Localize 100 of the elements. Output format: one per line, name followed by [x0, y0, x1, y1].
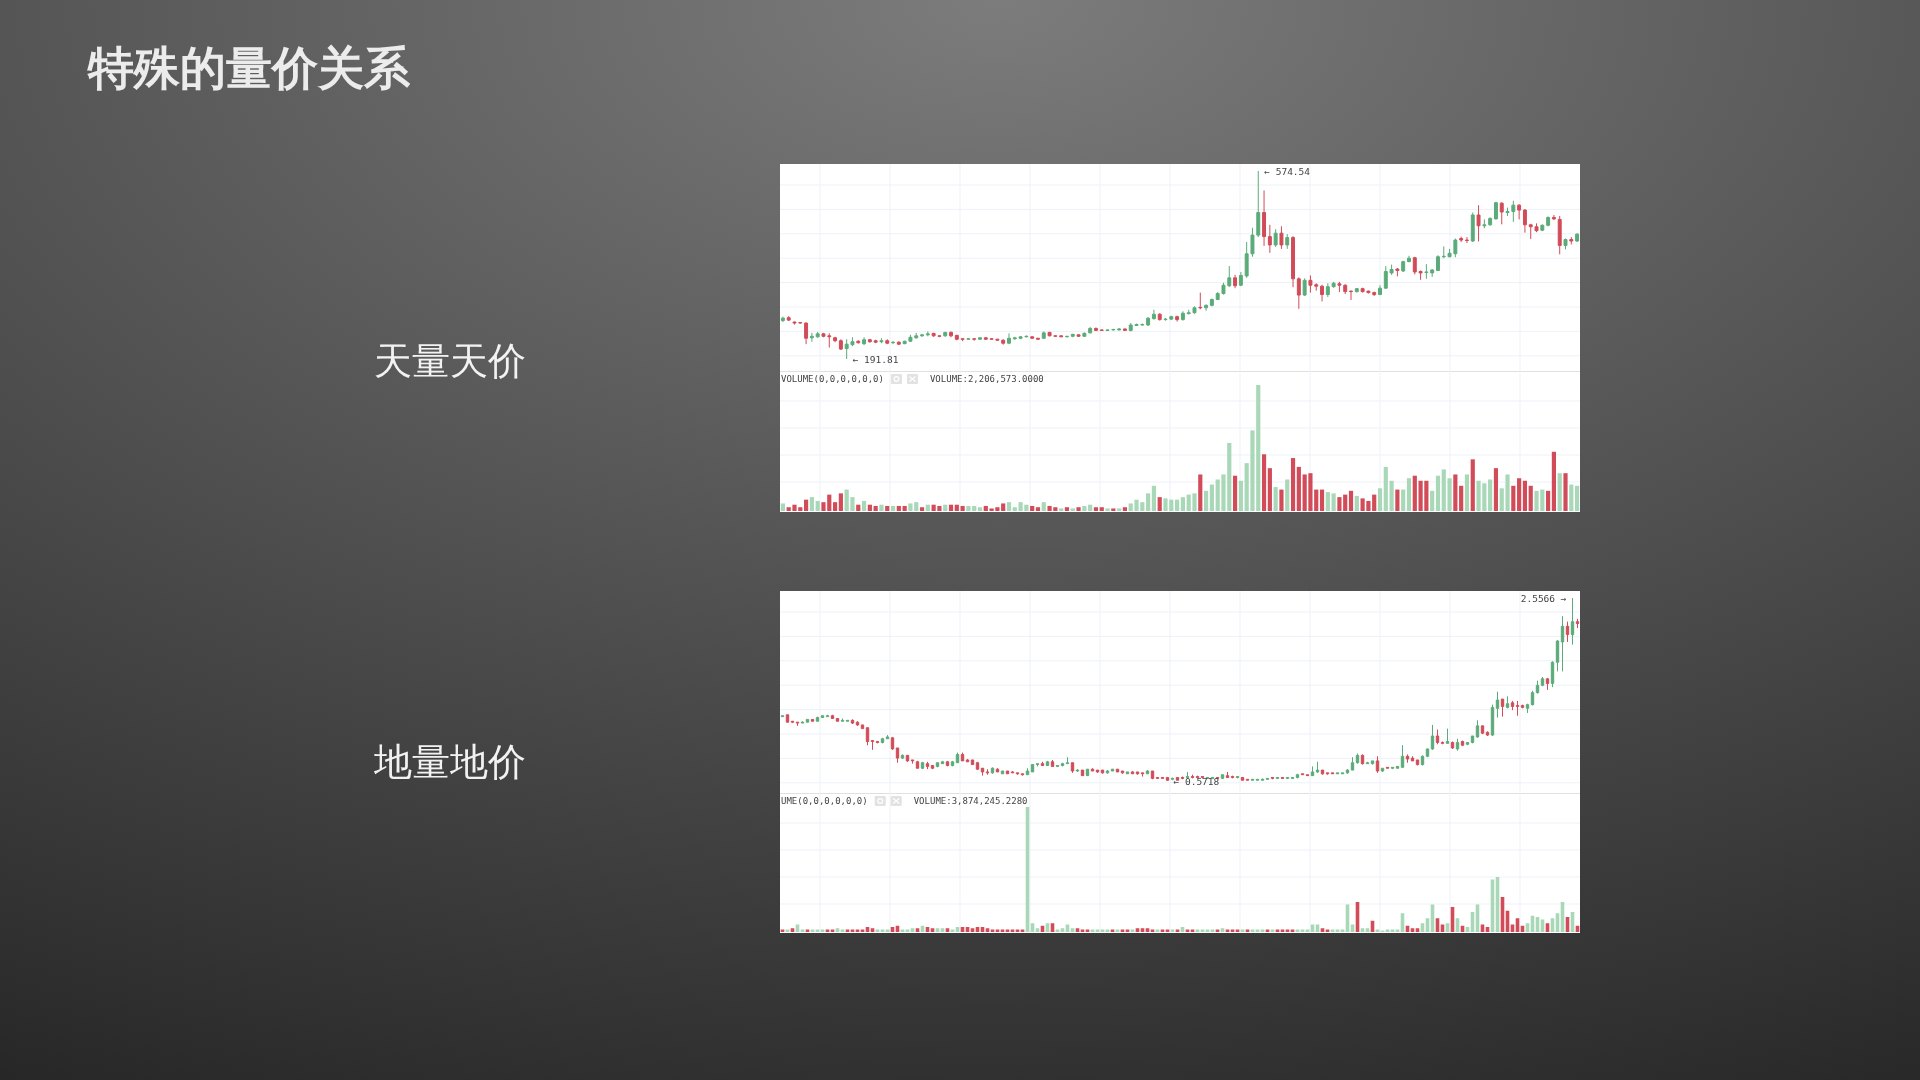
- candlestick: [1093, 326, 1098, 332]
- candlestick: [1170, 776, 1175, 781]
- candlestick: [1300, 773, 1305, 776]
- candlestick: [815, 716, 820, 722]
- candlestick: [1030, 335, 1035, 340]
- bar: [1511, 485, 1516, 511]
- candlestick: [940, 760, 945, 765]
- bar: [861, 500, 867, 511]
- bar: [919, 507, 925, 511]
- candlestick: [1115, 768, 1120, 773]
- candlestick: [1100, 769, 1105, 775]
- candlestick: [1250, 778, 1255, 781]
- text: 特殊的量价关系: [87, 42, 411, 94]
- candlestick: [900, 753, 905, 760]
- candlestick: [1130, 770, 1135, 775]
- candlestick: [1291, 235, 1296, 288]
- candlestick: [1340, 772, 1345, 775]
- candlestick: [1495, 691, 1500, 719]
- bar: [1070, 508, 1075, 511]
- candlestick: [1499, 201, 1504, 225]
- bar: [943, 504, 948, 511]
- candlestick: [1275, 776, 1280, 779]
- candlestick: [1320, 769, 1325, 776]
- bar: [856, 504, 861, 511]
- candlestick: [1505, 695, 1510, 709]
- candlestick: [1510, 700, 1515, 711]
- candlestick: [1122, 327, 1127, 332]
- candlestick: [966, 337, 971, 341]
- candlestick: [1535, 680, 1540, 695]
- candlestick: [920, 333, 924, 338]
- candlestick: [1273, 228, 1278, 248]
- candlestick: [1365, 761, 1370, 765]
- candlestick: [1180, 776, 1185, 780]
- candlestick: [1400, 744, 1405, 768]
- bar: [780, 503, 785, 511]
- candlestick: [895, 747, 900, 764]
- candlestick: [1325, 282, 1330, 298]
- candlestick: [815, 331, 820, 339]
- candlestick: [1530, 690, 1535, 707]
- bar: [1146, 493, 1151, 511]
- candlestick: [1475, 719, 1480, 739]
- candlestick: [840, 717, 845, 722]
- bar: [885, 505, 890, 511]
- bar: [1528, 485, 1533, 511]
- candlestick: [780, 715, 785, 718]
- candlestick: [1220, 774, 1225, 779]
- candlestick: [1302, 277, 1307, 297]
- candlestick: [1070, 333, 1075, 338]
- candlestick: [1435, 729, 1440, 745]
- candlestick: [867, 338, 872, 344]
- bar: [1325, 492, 1330, 511]
- candlestick: [1255, 778, 1260, 781]
- bar: [960, 505, 965, 511]
- bar: [1319, 489, 1325, 511]
- candlestick: [1160, 776, 1165, 779]
- candlestick: [862, 336, 867, 346]
- candlestick: [1550, 660, 1555, 688]
- candlestick: [1260, 777, 1265, 781]
- candlestick: [1296, 276, 1301, 310]
- candlestick: [1155, 776, 1160, 779]
- candlestick: [850, 718, 855, 725]
- candlestick: [891, 340, 896, 345]
- candlestick: [825, 714, 830, 718]
- bar: [1522, 480, 1528, 511]
- candlestick: [1320, 284, 1324, 302]
- candlestick: [1076, 333, 1081, 338]
- bar: [1377, 488, 1383, 511]
- candlestick: [1040, 761, 1045, 766]
- candlestick: [1401, 260, 1406, 273]
- annotation: ← 191.81: [852, 353, 899, 365]
- text: 地量地价: [373, 741, 526, 783]
- bar: [1035, 507, 1041, 511]
- bar: [1088, 504, 1093, 511]
- candlestick: [960, 752, 965, 762]
- bar: [1001, 503, 1006, 511]
- candlestick: [949, 330, 953, 338]
- candlestick: [805, 718, 810, 723]
- candlestick: [1295, 773, 1300, 779]
- candlestick: [1349, 290, 1353, 301]
- bar: [1389, 480, 1394, 511]
- candlestick: [1315, 761, 1320, 774]
- candlestick: [1000, 770, 1005, 775]
- bar: [1122, 507, 1128, 511]
- candlestick: [975, 761, 980, 771]
- candlestick: [890, 736, 895, 751]
- candlestick: [1209, 297, 1214, 307]
- candlestick: [1262, 189, 1267, 247]
- bar: [1563, 473, 1568, 511]
- bar: [1435, 475, 1441, 511]
- bar: [1209, 484, 1214, 511]
- bar: [1082, 505, 1087, 511]
- text: VOLUME:3,874,245.2280: [913, 796, 1028, 806]
- bar: [1059, 508, 1064, 511]
- candlestick: [885, 338, 890, 345]
- bar: [1064, 507, 1070, 511]
- candlestick: [1557, 215, 1562, 255]
- candlestick: [965, 758, 970, 763]
- bar: [873, 505, 878, 511]
- bar: [890, 505, 896, 511]
- candlestick: [1360, 753, 1365, 766]
